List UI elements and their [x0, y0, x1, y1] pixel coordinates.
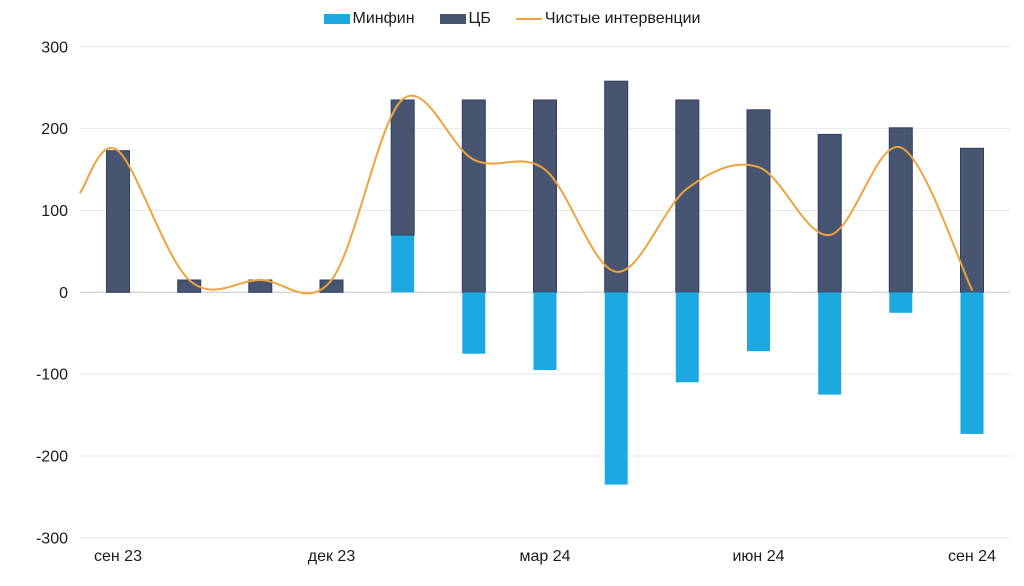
cb-swatch: [439, 14, 466, 24]
net-line-swatch: [515, 18, 542, 20]
minfin-swatch: [323, 14, 350, 24]
bar-cb-4: [390, 99, 415, 236]
y-tick-label: 200: [41, 121, 68, 138]
y-tick-label: -300: [36, 530, 68, 547]
bar-cb-5: [461, 99, 486, 293]
bar-minfin-12: [960, 292, 984, 434]
legend-item-cb: ЦБ: [439, 10, 491, 28]
bar-minfin-6: [533, 292, 557, 370]
bar-cb-9: [746, 109, 771, 293]
bar-minfin-9: [747, 292, 770, 352]
y-tick-label: 300: [41, 39, 68, 56]
legend-label-net-interventions: Чистые интервенции: [544, 10, 701, 27]
net-interventions-line: [79, 94, 973, 295]
y-tick-label: 100: [41, 203, 68, 220]
bar-cb-0: [106, 150, 130, 293]
legend-item-minfin: Минфин: [323, 10, 415, 28]
legend-label-minfin: Минфин: [352, 10, 415, 27]
bar-cb-7: [604, 80, 629, 293]
y-tick-label: -200: [36, 449, 68, 466]
x-tick-label: дек 23: [308, 548, 356, 565]
y-tick-label: -100: [36, 367, 68, 384]
bar-minfin-5: [462, 292, 486, 354]
x-tick-label: июн 24: [732, 548, 784, 565]
bar-minfin-10: [818, 292, 842, 395]
bar-cb-3: [319, 279, 344, 293]
bar-minfin-7: [604, 292, 628, 485]
y-tick-label: 0: [59, 285, 68, 302]
legend-item-net-interventions: Чистые интервенции: [515, 10, 701, 28]
x-tick-label: мар 24: [519, 548, 570, 565]
bar-minfin-11: [889, 292, 913, 313]
bar-cb-6: [533, 99, 557, 293]
legend-label-cb: ЦБ: [468, 10, 491, 27]
legend: Минфин ЦБ Чистые интервенции: [0, 10, 1024, 28]
x-tick-label: сен 23: [94, 548, 142, 565]
bar-cb-10: [817, 133, 842, 293]
x-tick-label: сен 24: [948, 548, 996, 565]
bar-minfin-8: [675, 292, 699, 383]
bar-minfin-4: [391, 235, 415, 293]
